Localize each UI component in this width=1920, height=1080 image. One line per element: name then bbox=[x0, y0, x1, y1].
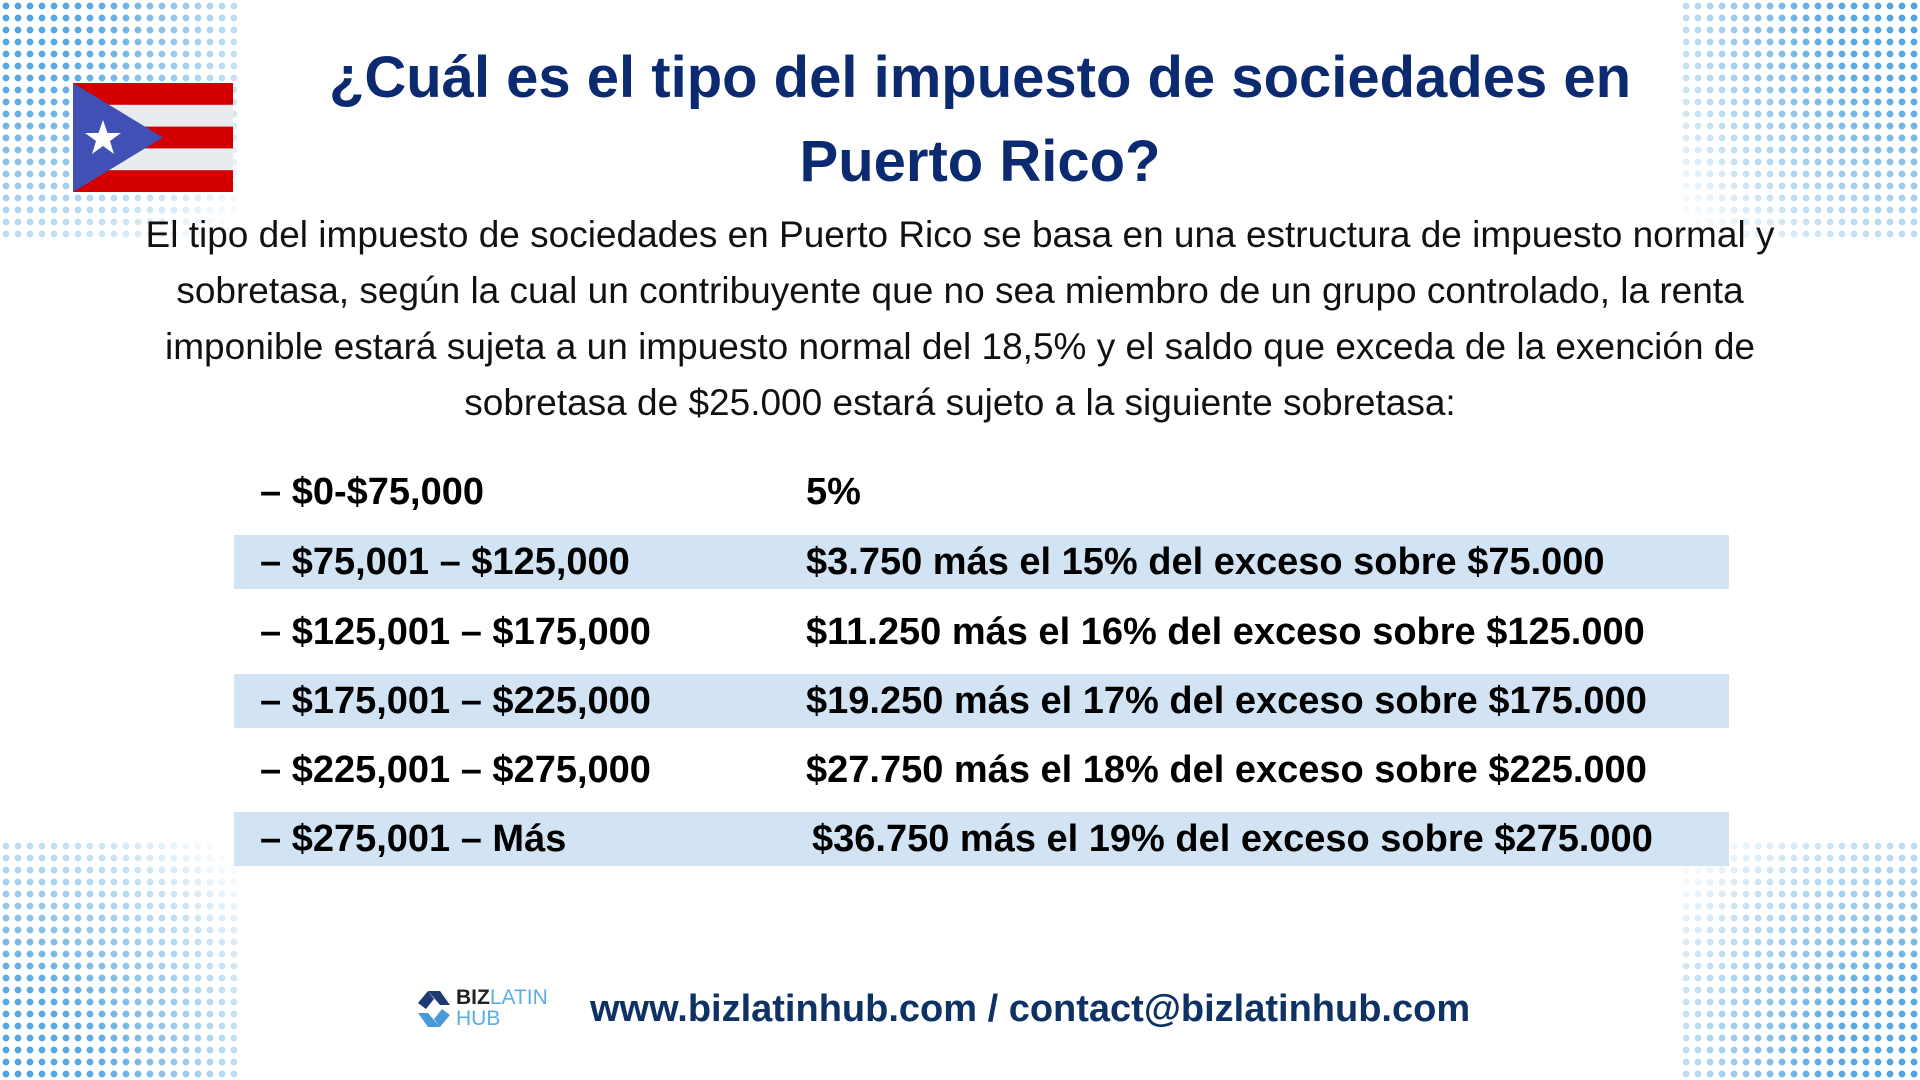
bizlatinhub-logo-icon bbox=[418, 991, 450, 1027]
income-range: – $275,001 – Más bbox=[260, 818, 567, 860]
dot-pattern-decoration bbox=[0, 840, 240, 1080]
contact-footer: www.bizlatinhub.com / contact@bizlatinhu… bbox=[590, 988, 1471, 1030]
bizlatinhub-logo: BIZLATIN HUB bbox=[414, 985, 554, 1033]
surtax-rate: $19.250 más el 17% del exceso sobre $175… bbox=[806, 680, 1647, 722]
surtax-rate: $3.750 más el 15% del exceso sobre $75.0… bbox=[806, 541, 1605, 583]
income-range: – $225,001 – $275,000 bbox=[260, 749, 651, 791]
table-row: – $225,001 – $275,000 $27.750 más el 18%… bbox=[234, 743, 1729, 797]
table-row: – $175,001 – $225,000 $19.250 más el 17%… bbox=[234, 674, 1729, 728]
table-row: – $75,001 – $125,000 $3.750 más el 15% d… bbox=[234, 535, 1729, 589]
table-row: – $125,001 – $175,000 $11.250 más el 16%… bbox=[234, 605, 1729, 659]
table-row: – $0-$75,000 5% bbox=[234, 465, 1729, 519]
income-range: – $75,001 – $125,000 bbox=[260, 541, 630, 583]
logo-text: BIZ bbox=[456, 986, 490, 1009]
puerto-rico-flag-icon bbox=[73, 83, 233, 192]
logo-text: HUB bbox=[456, 1007, 501, 1030]
surtax-rate: 5% bbox=[806, 471, 861, 513]
dot-pattern-decoration bbox=[1680, 840, 1920, 1080]
table-row: – $275,001 – Más $36.750 más el 19% del … bbox=[234, 812, 1729, 866]
surtax-rate: $11.250 más el 16% del exceso sobre $125… bbox=[806, 611, 1645, 653]
page-title: ¿Cuál es el tipo del impuesto de socieda… bbox=[328, 45, 1632, 194]
dot-pattern-decoration bbox=[1680, 0, 1920, 240]
income-range: – $175,001 – $225,000 bbox=[260, 680, 651, 722]
surtax-rate: $27.750 más el 18% del exceso sobre $225… bbox=[806, 749, 1647, 791]
income-range: – $125,001 – $175,000 bbox=[260, 611, 651, 653]
intro-paragraph: El tipo del impuesto de sociedades en Pu… bbox=[145, 214, 1775, 423]
logo-text: LATIN bbox=[489, 986, 548, 1009]
surtax-rate: $36.750 más el 19% del exceso sobre $275… bbox=[812, 818, 1653, 860]
income-range: – $0-$75,000 bbox=[260, 471, 484, 513]
